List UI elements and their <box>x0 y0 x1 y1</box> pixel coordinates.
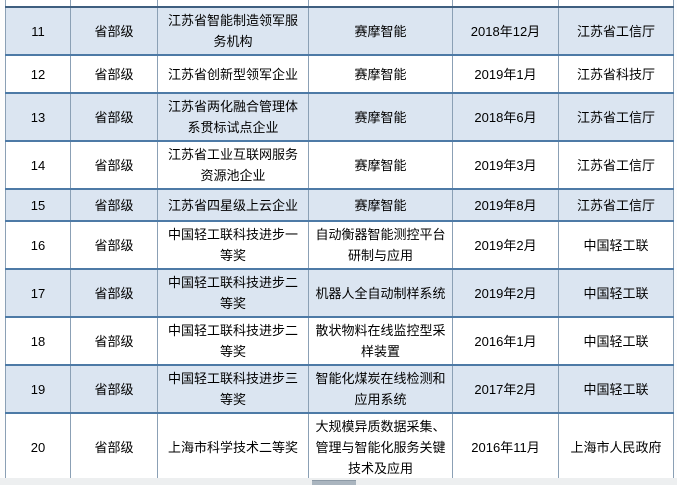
table-row: 14 省部级 江苏省工业互联网服务资源池企业 赛摩智能 2019年3月 江苏省工… <box>5 140 674 190</box>
cell-date: 2018年12月 <box>452 6 559 56</box>
cell-date: 2018年6月 <box>452 92 559 142</box>
cell-project: 自动衡器智能测控平台研制与应用 <box>308 220 453 270</box>
cell-authority: 上海市人民政府 <box>558 412 674 483</box>
cell-honor-name: 上海市科学技术二等奖 <box>157 412 309 483</box>
cell-no: 18 <box>5 316 71 366</box>
cell-project: 赛摩智能 <box>308 54 453 94</box>
cell-honor-name: 中国轻工联科技进步二等奖 <box>157 268 309 318</box>
cell-no: 20 <box>5 412 71 483</box>
cell-no: 15 <box>5 188 71 222</box>
cell-level: 省部级 <box>70 54 158 94</box>
cell-level: 省部级 <box>70 364 158 414</box>
cell-date: 2016年1月 <box>452 316 559 366</box>
cell-empty <box>5 0 71 8</box>
cell-date: 2016年11月 <box>452 412 559 483</box>
cell-level: 省部级 <box>70 268 158 318</box>
cell-honor-name: 江苏省创新型领军企业 <box>157 54 309 94</box>
cell-no: 13 <box>5 92 71 142</box>
cell-empty <box>558 0 674 8</box>
cell-honor-name: 江苏省工业互联网服务资源池企业 <box>157 140 309 190</box>
cell-authority: 中国轻工联 <box>558 268 674 318</box>
cell-no: 19 <box>5 364 71 414</box>
cell-level: 省部级 <box>70 6 158 56</box>
cell-project: 赛摩智能 <box>308 92 453 142</box>
cell-honor-name: 江苏省四星级上云企业 <box>157 188 309 222</box>
cell-honor-name: 中国轻工联科技进步三等奖 <box>157 364 309 414</box>
cell-no: 17 <box>5 268 71 318</box>
table-row: 18 省部级 中国轻工联科技进步二等奖 散状物料在线监控型采样装置 2016年1… <box>5 316 674 366</box>
cell-level: 省部级 <box>70 92 158 142</box>
cell-empty <box>70 0 158 8</box>
cell-level: 省部级 <box>70 412 158 483</box>
cell-empty <box>308 0 453 8</box>
cell-date: 2019年8月 <box>452 188 559 222</box>
honors-table: 11 省部级 江苏省智能制造领军服务机构 赛摩智能 2018年12月 江苏省工信… <box>5 0 674 483</box>
cell-date: 2019年3月 <box>452 140 559 190</box>
table-row: 20 省部级 上海市科学技术二等奖 大规模异质数据采集、管理与智能化服务关键技术… <box>5 412 674 483</box>
cell-honor-name: 中国轻工联科技进步一等奖 <box>157 220 309 270</box>
table-row: 16 省部级 中国轻工联科技进步一等奖 自动衡器智能测控平台研制与应用 2019… <box>5 220 674 270</box>
cell-project: 赛摩智能 <box>308 188 453 222</box>
cell-project: 赛摩智能 <box>308 6 453 56</box>
cell-date: 2019年1月 <box>452 54 559 94</box>
table-row: 12 省部级 江苏省创新型领军企业 赛摩智能 2019年1月 江苏省科技厅 <box>5 54 674 94</box>
cell-authority: 江苏省工信厅 <box>558 140 674 190</box>
cell-empty <box>157 0 309 8</box>
cell-date: 2019年2月 <box>452 220 559 270</box>
cell-no: 12 <box>5 54 71 94</box>
cell-empty <box>452 0 559 8</box>
partial-row-above <box>5 0 674 8</box>
cell-honor-name: 江苏省智能制造领军服务机构 <box>157 6 309 56</box>
table-row: 17 省部级 中国轻工联科技进步二等奖 机器人全自动制样系统 2019年2月 中… <box>5 268 674 318</box>
cell-authority: 江苏省工信厅 <box>558 6 674 56</box>
cell-project: 散状物料在线监控型采样装置 <box>308 316 453 366</box>
cell-level: 省部级 <box>70 140 158 190</box>
cell-no: 11 <box>5 6 71 56</box>
table-row: 13 省部级 江苏省两化融合管理体系贯标试点企业 赛摩智能 2018年6月 江苏… <box>5 92 674 142</box>
table-row: 19 省部级 中国轻工联科技进步三等奖 智能化煤炭在线检测和应用系统 2017年… <box>5 364 674 414</box>
table-row: 11 省部级 江苏省智能制造领军服务机构 赛摩智能 2018年12月 江苏省工信… <box>5 6 674 56</box>
cell-date: 2017年2月 <box>452 364 559 414</box>
cell-project: 赛摩智能 <box>308 140 453 190</box>
honors-table-wrap: 11 省部级 江苏省智能制造领军服务机构 赛摩智能 2018年12月 江苏省工信… <box>5 0 674 483</box>
cell-level: 省部级 <box>70 220 158 270</box>
cell-date: 2019年2月 <box>452 268 559 318</box>
cell-honor-name: 中国轻工联科技进步二等奖 <box>157 316 309 366</box>
cell-level: 省部级 <box>70 316 158 366</box>
cell-no: 16 <box>5 220 71 270</box>
cell-no: 14 <box>5 140 71 190</box>
cell-honor-name: 江苏省两化融合管理体系贯标试点企业 <box>157 92 309 142</box>
cell-authority: 中国轻工联 <box>558 364 674 414</box>
table-row: 15 省部级 江苏省四星级上云企业 赛摩智能 2019年8月 江苏省工信厅 <box>5 188 674 222</box>
cell-level: 省部级 <box>70 188 158 222</box>
cell-project: 大规模异质数据采集、管理与智能化服务关键技术及应用 <box>308 412 453 483</box>
cell-authority: 江苏省科技厅 <box>558 54 674 94</box>
cell-authority: 中国轻工联 <box>558 220 674 270</box>
horizontal-scrollbar-thumb[interactable] <box>312 480 356 485</box>
cell-authority: 江苏省工信厅 <box>558 92 674 142</box>
cell-project: 智能化煤炭在线检测和应用系统 <box>308 364 453 414</box>
cell-project: 机器人全自动制样系统 <box>308 268 453 318</box>
cell-authority: 中国轻工联 <box>558 316 674 366</box>
cell-authority: 江苏省工信厅 <box>558 188 674 222</box>
